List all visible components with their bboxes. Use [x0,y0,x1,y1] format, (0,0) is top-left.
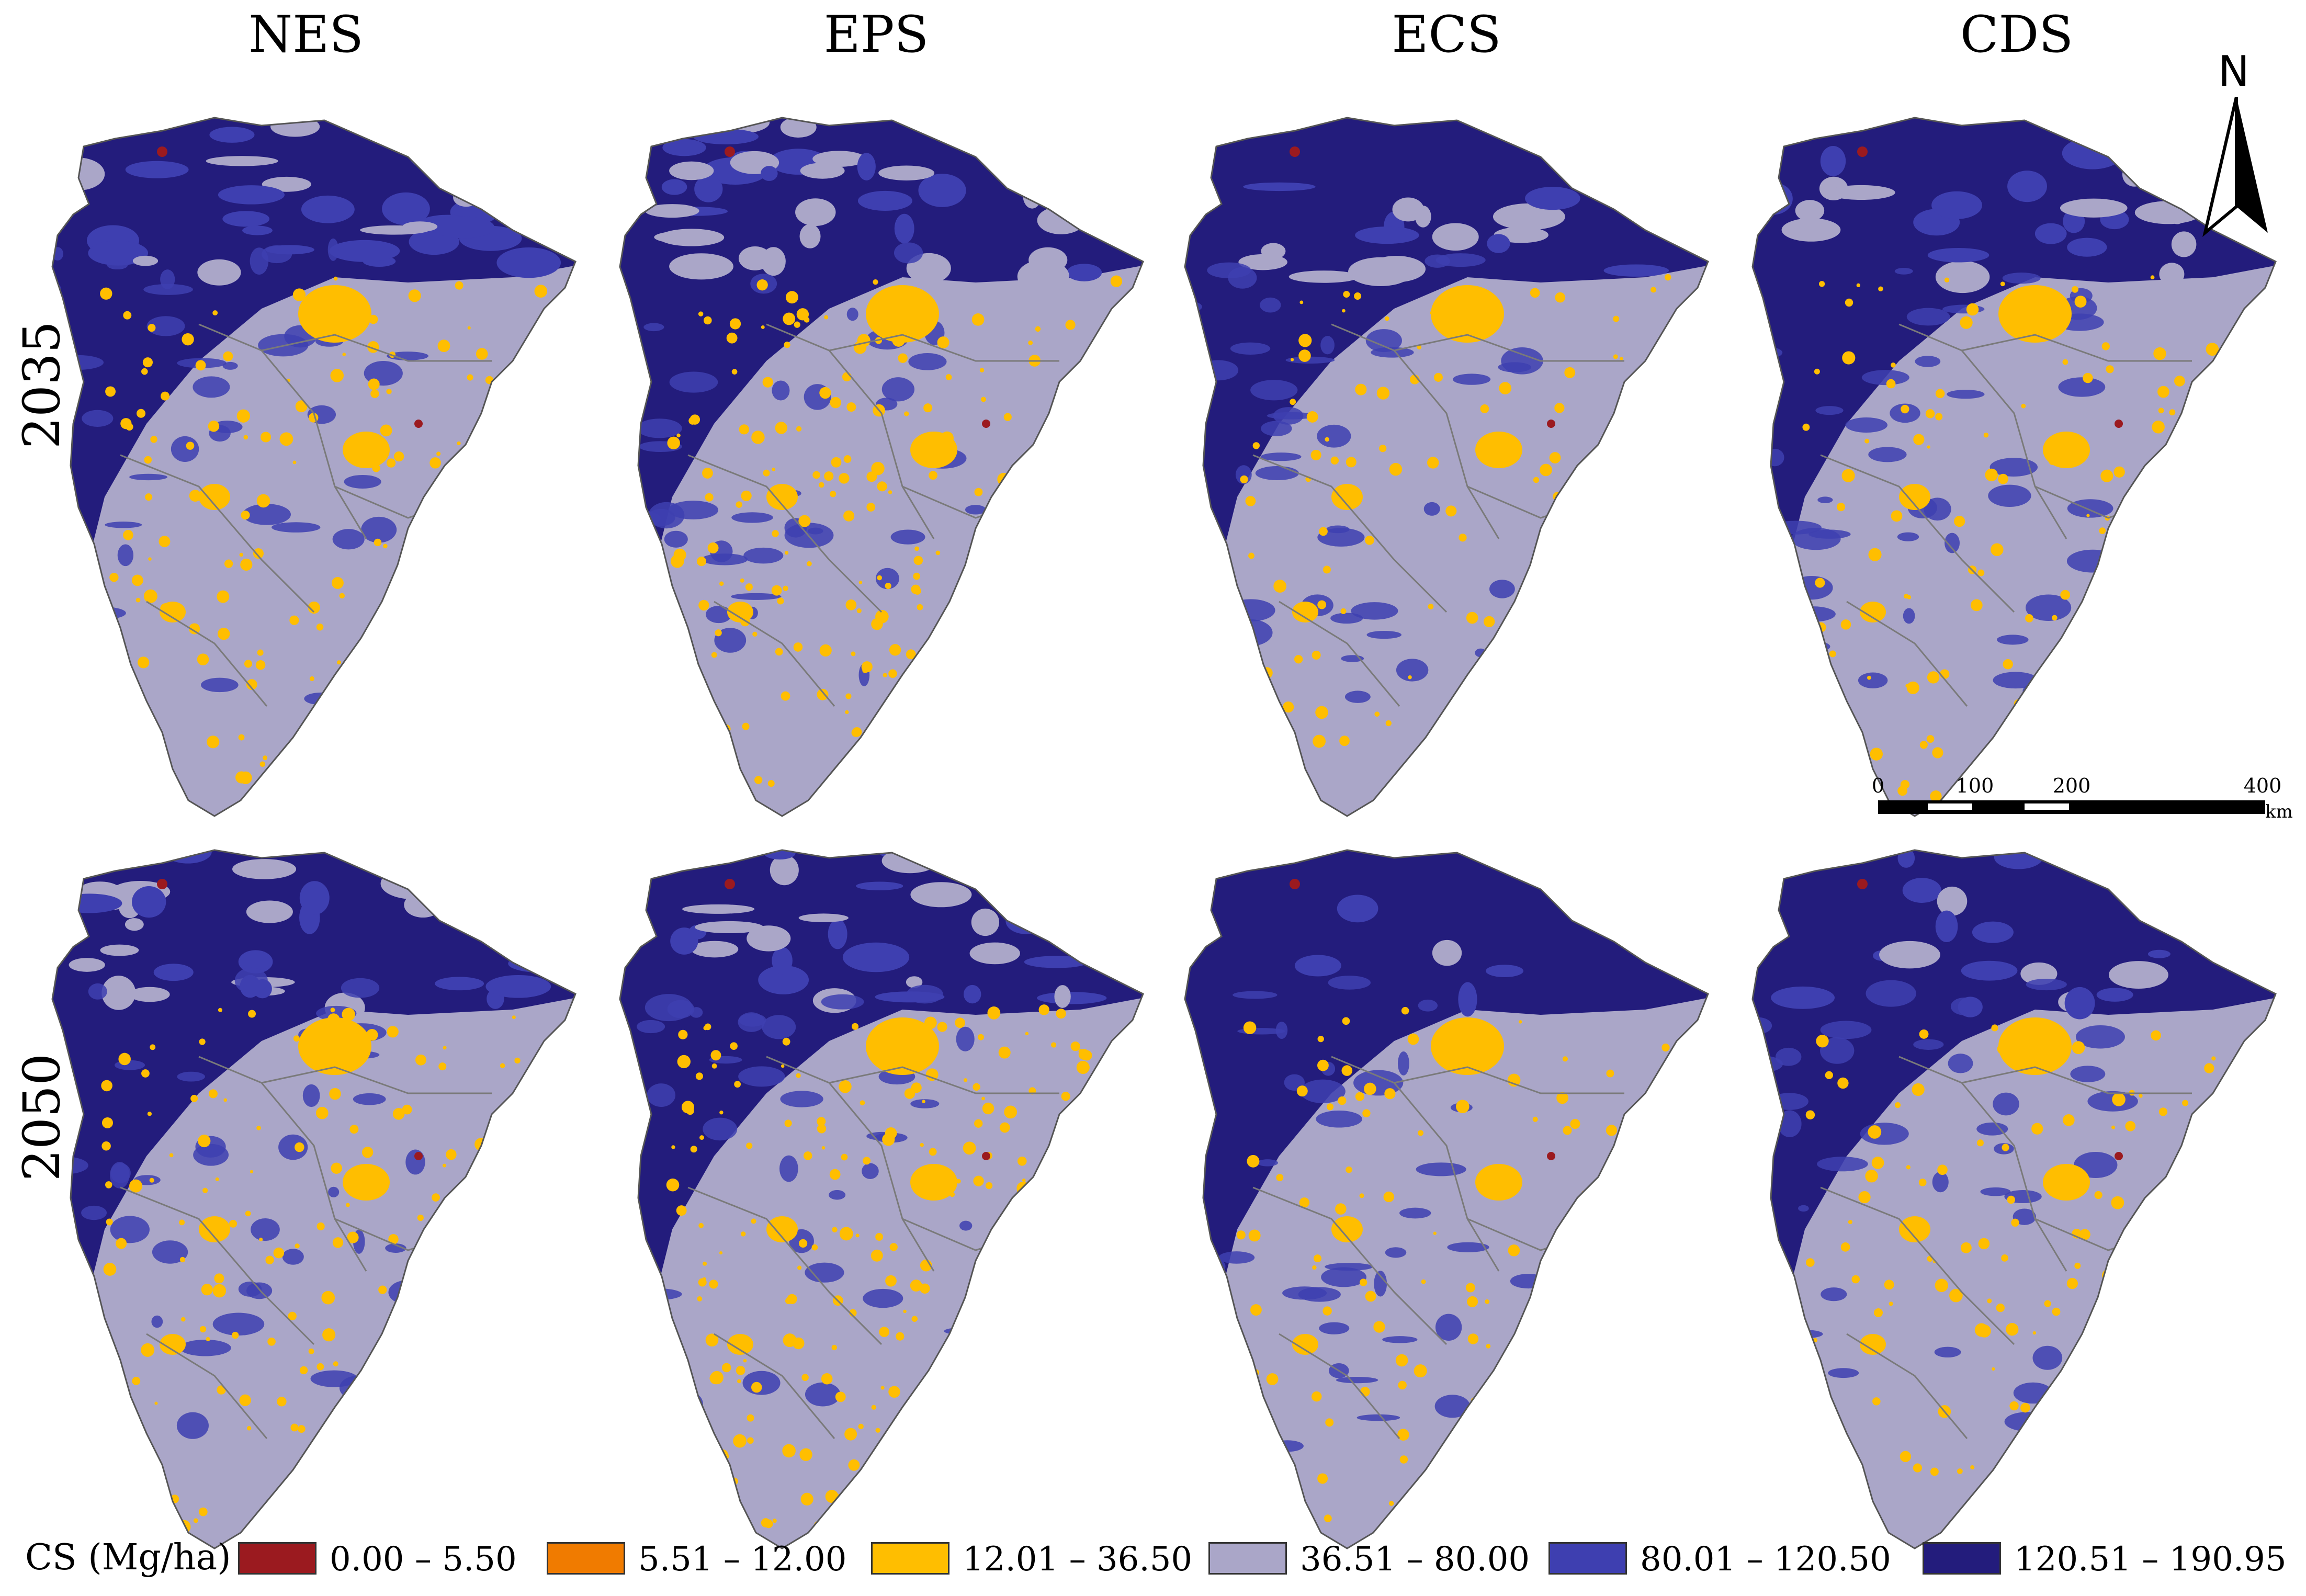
map-nes-2035-graphic [51,117,576,817]
legend-swatch-class-2 [547,1542,625,1575]
scale-tick-200: 200 [2052,774,2091,797]
map-eps-2035 [609,89,1164,832]
map-nes-2050 [42,821,596,1564]
column-title-nes: NES [248,5,364,64]
legend-swatch-class-5 [1548,1542,1627,1575]
map-eps-2050-graphic [619,849,1144,1549]
scale-unit: km [2265,801,2293,822]
column-title-eps: EPS [823,5,929,64]
map-eps-2050 [609,821,1164,1564]
map-cds-2050-graphic [1751,849,2277,1549]
map-ecs-2035-graphic [1184,117,1709,817]
column-title-cds: CDS [1960,5,2074,64]
legend-swatch-class-1 [238,1542,316,1575]
column-title-ecs: ECS [1392,5,1501,64]
north-label: N [2218,47,2250,96]
legend-label-class-1: 0.00 – 5.50 [330,1540,517,1579]
legend-swatch-class-3 [871,1542,949,1575]
legend-label-class-3: 12.01 – 36.50 [963,1540,1193,1579]
legend-label-class-4: 36.51 – 80.00 [1300,1540,1530,1579]
scale-bar: 0 100 200 400 km [1871,774,2293,832]
legend-label-class-6: 120.51 – 190.95 [2014,1540,2287,1579]
scale-tick-100: 100 [1955,774,1994,797]
map-cds-2035-graphic [1751,117,2277,817]
legend-label-class-5: 80.01 – 120.50 [1640,1540,1891,1579]
map-ecs-2035 [1174,89,1729,832]
scale-tick-400: 400 [2243,774,2282,797]
legend-swatch-class-6 [1923,1542,2001,1575]
map-cds-2035 [1742,89,2297,832]
scale-bar-graphic [1878,800,2265,814]
legend-title: CS (Mg/ha) [25,1537,231,1578]
scale-tick-0: 0 [1871,774,1885,797]
legend-label-class-2: 5.51 – 12.00 [638,1540,847,1579]
map-eps-2035-graphic [619,117,1144,817]
north-arrow-icon [2202,97,2268,237]
legend-swatch-class-4 [1208,1542,1287,1575]
map-cds-2050 [1742,821,2297,1564]
map-ecs-2050-graphic [1184,849,1709,1549]
map-nes-2050-graphic [51,849,576,1549]
legend: CS (Mg/ha) 0.00 – 5.50 5.51 – 12.00 12.0… [0,1533,2306,1585]
map-nes-2035 [42,89,596,832]
map-ecs-2050 [1174,821,1729,1564]
